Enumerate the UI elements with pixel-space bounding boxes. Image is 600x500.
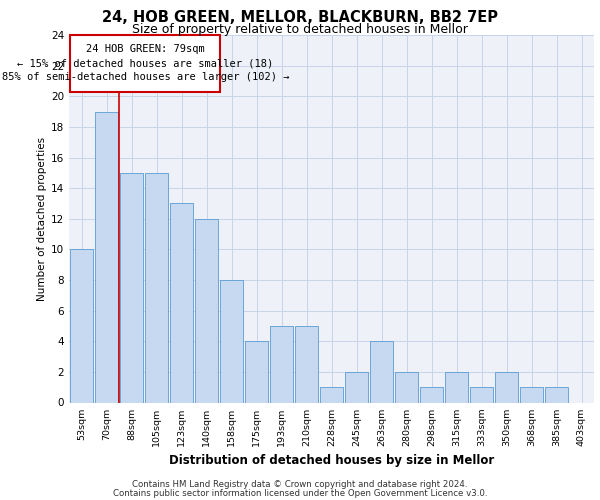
Bar bbox=[170, 204, 193, 402]
Text: 24, HOB GREEN, MELLOR, BLACKBURN, BB2 7EP: 24, HOB GREEN, MELLOR, BLACKBURN, BB2 7E… bbox=[102, 10, 498, 25]
Bar bbox=[220, 280, 244, 402]
FancyBboxPatch shape bbox=[70, 35, 220, 92]
Bar bbox=[344, 372, 368, 402]
Bar bbox=[269, 326, 293, 402]
X-axis label: Distribution of detached houses by size in Mellor: Distribution of detached houses by size … bbox=[169, 454, 494, 468]
Text: Contains public sector information licensed under the Open Government Licence v3: Contains public sector information licen… bbox=[113, 488, 487, 498]
Bar bbox=[295, 326, 319, 402]
Bar bbox=[445, 372, 469, 402]
Bar bbox=[194, 219, 218, 402]
Text: Size of property relative to detached houses in Mellor: Size of property relative to detached ho… bbox=[132, 22, 468, 36]
Bar bbox=[419, 387, 443, 402]
Bar bbox=[245, 341, 268, 402]
Bar bbox=[395, 372, 418, 402]
Bar bbox=[70, 250, 94, 402]
Y-axis label: Number of detached properties: Number of detached properties bbox=[37, 136, 47, 301]
Text: 24 HOB GREEN: 79sqm
← 15% of detached houses are smaller (18)
85% of semi-detach: 24 HOB GREEN: 79sqm ← 15% of detached ho… bbox=[1, 44, 289, 82]
Bar bbox=[494, 372, 518, 402]
Bar bbox=[470, 387, 493, 402]
Bar bbox=[119, 173, 143, 402]
Bar bbox=[520, 387, 544, 402]
Text: Contains HM Land Registry data © Crown copyright and database right 2024.: Contains HM Land Registry data © Crown c… bbox=[132, 480, 468, 489]
Bar bbox=[370, 341, 394, 402]
Bar bbox=[95, 112, 118, 403]
Bar bbox=[545, 387, 568, 402]
Bar bbox=[320, 387, 343, 402]
Bar bbox=[145, 173, 169, 402]
